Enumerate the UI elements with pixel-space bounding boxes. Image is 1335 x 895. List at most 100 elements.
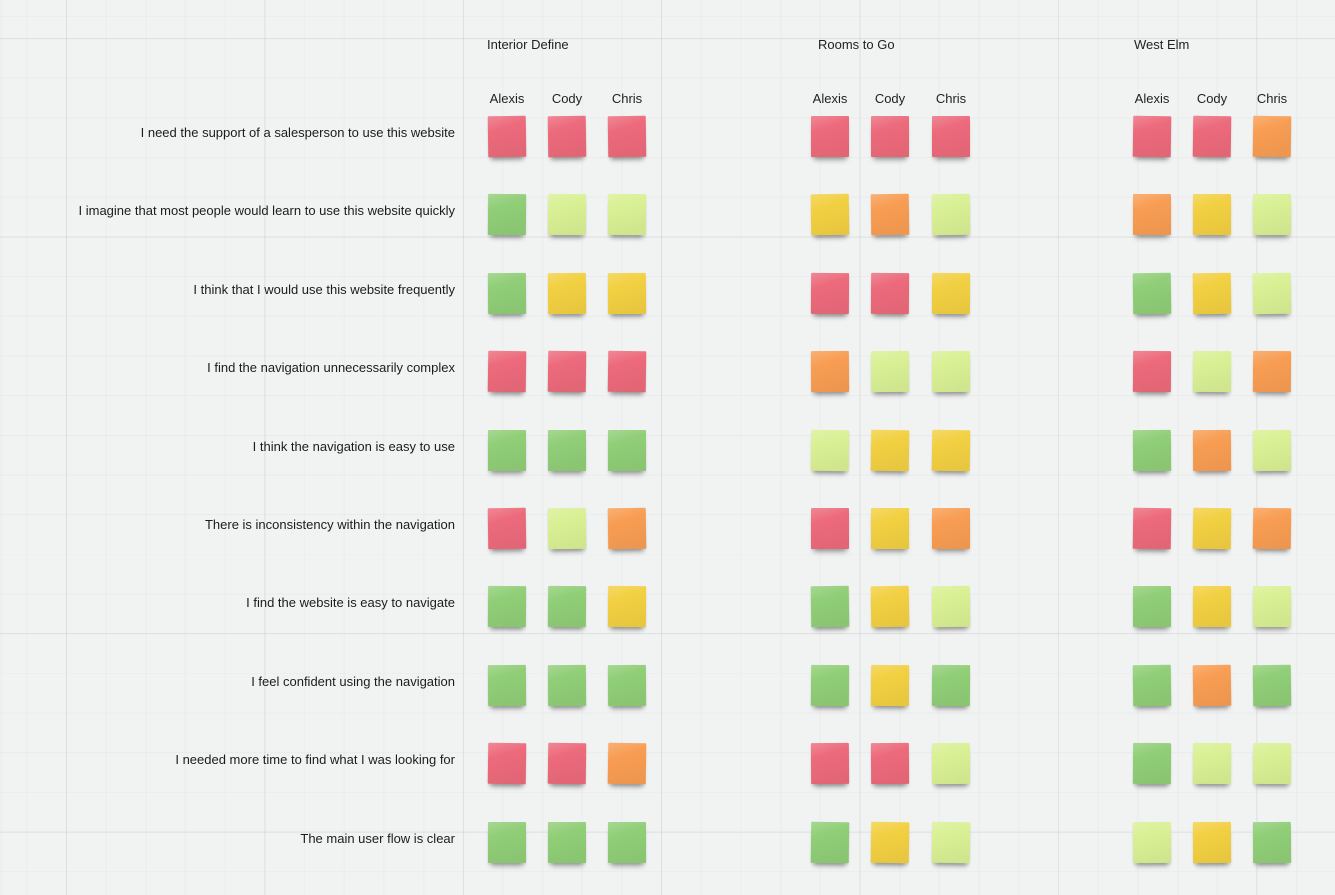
sticky-note-light-green[interactable] <box>1252 272 1292 315</box>
sticky-note-orange[interactable] <box>810 350 850 393</box>
sticky-note-yellow[interactable] <box>870 821 910 864</box>
sticky-note-light-green[interactable] <box>931 742 971 785</box>
sticky-note-red[interactable] <box>810 272 850 315</box>
sticky-note-light-green[interactable] <box>931 585 971 628</box>
member-name-alexis[interactable]: Alexis <box>489 91 525 106</box>
sticky-note-red[interactable] <box>932 116 970 157</box>
sticky-note-light-green[interactable] <box>1252 429 1292 472</box>
sticky-note-light-green[interactable] <box>1192 742 1232 785</box>
sticky-note-red[interactable] <box>1132 507 1172 550</box>
statement-label[interactable]: I feel confident using the navigation <box>251 674 455 689</box>
sticky-note-orange[interactable] <box>607 742 647 785</box>
sticky-note-yellow[interactable] <box>870 664 910 707</box>
sticky-note-green[interactable] <box>548 822 586 863</box>
sticky-note-green[interactable] <box>1132 429 1172 472</box>
sticky-note-red[interactable] <box>487 350 527 393</box>
sticky-note-red[interactable] <box>547 115 587 158</box>
statement-label[interactable]: I find the website is easy to navigate <box>246 595 455 610</box>
sticky-note-red[interactable] <box>811 508 849 549</box>
sticky-note-red[interactable] <box>1132 115 1172 158</box>
group-title-interior-define[interactable]: Interior Define <box>487 37 569 52</box>
sticky-note-red[interactable] <box>547 742 587 785</box>
sticky-note-orange[interactable] <box>607 507 647 550</box>
sticky-note-green[interactable] <box>487 664 527 707</box>
sticky-note-light-green[interactable] <box>1252 742 1292 785</box>
sticky-note-orange[interactable] <box>1192 664 1232 707</box>
sticky-note-green[interactable] <box>488 822 526 863</box>
sticky-note-light-green[interactable] <box>810 429 850 472</box>
member-name-chris[interactable]: Chris <box>611 91 643 106</box>
sticky-note-yellow[interactable] <box>1193 586 1231 627</box>
sticky-note-green[interactable] <box>487 272 527 315</box>
member-name-cody[interactable]: Cody <box>1196 91 1228 106</box>
statement-label[interactable]: I think the navigation is easy to use <box>252 439 455 454</box>
sticky-note-red[interactable] <box>811 116 849 157</box>
member-name-chris[interactable]: Chris <box>935 91 967 106</box>
group-title-west-elm[interactable]: West Elm <box>1134 37 1190 52</box>
sticky-note-yellow[interactable] <box>1192 507 1232 550</box>
sticky-note-red[interactable] <box>487 507 527 550</box>
sticky-note-red[interactable] <box>607 115 647 158</box>
sticky-note-light-green[interactable] <box>547 507 587 550</box>
group-title-rooms-to-go[interactable]: Rooms to Go <box>818 37 895 52</box>
sticky-note-orange[interactable] <box>1252 507 1292 550</box>
sticky-note-green[interactable] <box>487 193 527 236</box>
sticky-note-red[interactable] <box>487 115 527 158</box>
sticky-note-green[interactable] <box>547 585 587 628</box>
sticky-note-orange[interactable] <box>1133 194 1171 235</box>
sticky-note-yellow[interactable] <box>870 585 910 628</box>
sticky-note-green[interactable] <box>1132 272 1172 315</box>
sticky-note-yellow[interactable] <box>870 429 910 472</box>
member-name-alexis[interactable]: Alexis <box>812 91 848 106</box>
sticky-note-red[interactable] <box>547 350 587 393</box>
sticky-note-light-green[interactable] <box>1192 350 1232 393</box>
statement-label[interactable]: I needed more time to find what I was lo… <box>175 752 455 767</box>
sticky-note-light-green[interactable] <box>931 821 971 864</box>
sticky-note-yellow[interactable] <box>931 272 971 315</box>
sticky-note-yellow[interactable] <box>547 272 587 315</box>
sticky-note-light-green[interactable] <box>1253 586 1291 627</box>
sticky-note-red[interactable] <box>870 742 910 785</box>
sticky-note-green[interactable] <box>547 664 587 707</box>
sticky-note-light-green[interactable] <box>1132 821 1172 864</box>
sticky-note-orange[interactable] <box>1252 115 1292 158</box>
sticky-note-light-green[interactable] <box>931 193 971 236</box>
member-name-chris[interactable]: Chris <box>1256 91 1288 106</box>
statement-label[interactable]: I need the support of a salesperson to u… <box>140 125 455 140</box>
sticky-note-red[interactable] <box>1192 115 1232 158</box>
sticky-note-yellow[interactable] <box>810 193 850 236</box>
sticky-note-yellow[interactable] <box>1193 194 1231 235</box>
sticky-note-green[interactable] <box>1132 742 1172 785</box>
sticky-note-orange[interactable] <box>1192 429 1232 472</box>
sticky-note-green[interactable] <box>1133 586 1171 627</box>
sticky-note-light-green[interactable] <box>547 193 587 236</box>
sticky-note-green[interactable] <box>810 664 850 707</box>
sticky-note-light-green[interactable] <box>931 350 971 393</box>
sticky-note-green[interactable] <box>607 664 647 707</box>
statement-label[interactable]: The main user flow is clear <box>300 831 455 846</box>
sticky-note-green[interactable] <box>608 822 646 863</box>
statement-label[interactable]: I find the navigation unnecessarily comp… <box>207 360 455 375</box>
sticky-note-red[interactable] <box>607 350 647 393</box>
statement-label[interactable]: I think that I would use this website fr… <box>193 282 455 297</box>
sticky-note-green[interactable] <box>810 821 850 864</box>
member-name-alexis[interactable]: Alexis <box>1134 91 1170 106</box>
sticky-note-green[interactable] <box>487 585 527 628</box>
member-name-cody[interactable]: Cody <box>551 91 583 106</box>
sticky-note-green[interactable] <box>488 430 526 471</box>
statement-label[interactable]: I imagine that most people would learn t… <box>78 203 455 218</box>
sticky-note-green[interactable] <box>1252 664 1292 707</box>
sticky-note-orange[interactable] <box>1252 350 1292 393</box>
sticky-note-green[interactable] <box>548 430 586 471</box>
sticky-note-yellow[interactable] <box>931 429 971 472</box>
sticky-note-yellow[interactable] <box>1192 272 1232 315</box>
sticky-note-orange[interactable] <box>870 193 910 236</box>
sticky-note-green[interactable] <box>1132 664 1172 707</box>
sticky-note-red[interactable] <box>871 116 909 157</box>
sticky-note-light-green[interactable] <box>607 193 647 236</box>
sticky-note-green[interactable] <box>608 430 646 471</box>
sticky-note-red[interactable] <box>870 272 910 315</box>
sticky-note-yellow[interactable] <box>1192 821 1232 864</box>
sticky-note-orange[interactable] <box>932 508 970 549</box>
